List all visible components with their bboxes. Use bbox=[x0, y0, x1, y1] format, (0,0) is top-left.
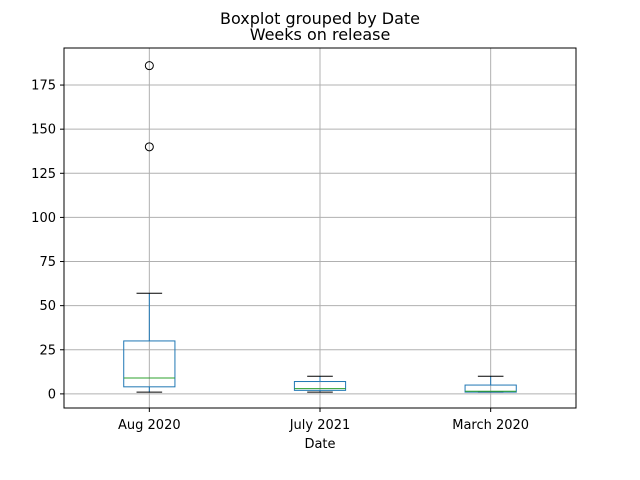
y-tick-label: 75 bbox=[39, 255, 56, 270]
x-axis-label: Date bbox=[304, 437, 335, 452]
iqr-box bbox=[464, 384, 517, 393]
box-group bbox=[464, 375, 517, 393]
box-group bbox=[123, 61, 176, 393]
outlier-point bbox=[144, 61, 154, 71]
box-group bbox=[293, 375, 347, 393]
x-tick-label: March 2020 bbox=[452, 418, 529, 433]
y-tick-label: 100 bbox=[31, 211, 56, 226]
grid-lines bbox=[64, 48, 576, 408]
x-tick-label: July 2021 bbox=[289, 418, 351, 433]
iqr-box bbox=[123, 340, 176, 388]
y-tick-label: 50 bbox=[39, 299, 56, 314]
y-tick-label: 175 bbox=[31, 79, 56, 94]
x-tick-label: Aug 2020 bbox=[118, 418, 181, 433]
y-tick-label: 125 bbox=[31, 167, 56, 182]
y-tick-label: 150 bbox=[31, 123, 56, 138]
axis-ticks: 0 25 50 75 100 125 150 175 Aug 2020 July 2021 Marc… bbox=[31, 79, 529, 433]
boxes bbox=[123, 61, 517, 393]
iqr-box bbox=[293, 381, 347, 391]
y-tick-label: 0 bbox=[48, 387, 56, 402]
y-tick-label: 25 bbox=[39, 343, 56, 358]
outlier-point bbox=[144, 142, 154, 152]
chart-title: Boxplot grouped by Date bbox=[220, 9, 420, 28]
chart-subtitle: Weeks on release bbox=[250, 25, 391, 44]
